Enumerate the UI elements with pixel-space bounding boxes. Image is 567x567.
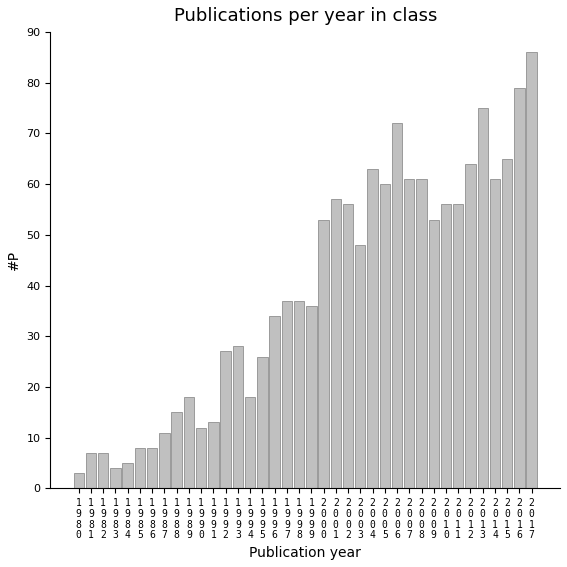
- Bar: [502, 159, 513, 488]
- Bar: [221, 352, 231, 488]
- Y-axis label: #P: #P: [7, 250, 21, 270]
- Bar: [245, 397, 255, 488]
- Bar: [466, 164, 476, 488]
- Bar: [527, 52, 537, 488]
- Bar: [477, 108, 488, 488]
- Title: Publications per year in class: Publications per year in class: [174, 7, 437, 25]
- Bar: [282, 301, 292, 488]
- Bar: [184, 397, 194, 488]
- Bar: [453, 205, 463, 488]
- Bar: [392, 123, 402, 488]
- Bar: [379, 184, 390, 488]
- Bar: [355, 245, 366, 488]
- Bar: [490, 179, 500, 488]
- Bar: [74, 473, 84, 488]
- X-axis label: Publication year: Publication year: [249, 546, 361, 560]
- Bar: [147, 448, 158, 488]
- Bar: [171, 412, 182, 488]
- Bar: [416, 179, 427, 488]
- Bar: [122, 463, 133, 488]
- Bar: [514, 88, 524, 488]
- Bar: [159, 433, 170, 488]
- Bar: [208, 422, 219, 488]
- Bar: [110, 468, 121, 488]
- Bar: [294, 301, 304, 488]
- Bar: [86, 453, 96, 488]
- Bar: [429, 219, 439, 488]
- Bar: [135, 448, 145, 488]
- Bar: [232, 346, 243, 488]
- Bar: [318, 219, 329, 488]
- Bar: [343, 205, 353, 488]
- Bar: [404, 179, 414, 488]
- Bar: [367, 169, 378, 488]
- Bar: [269, 316, 280, 488]
- Bar: [306, 306, 316, 488]
- Bar: [441, 205, 451, 488]
- Bar: [98, 453, 108, 488]
- Bar: [257, 357, 268, 488]
- Bar: [196, 428, 206, 488]
- Bar: [331, 200, 341, 488]
